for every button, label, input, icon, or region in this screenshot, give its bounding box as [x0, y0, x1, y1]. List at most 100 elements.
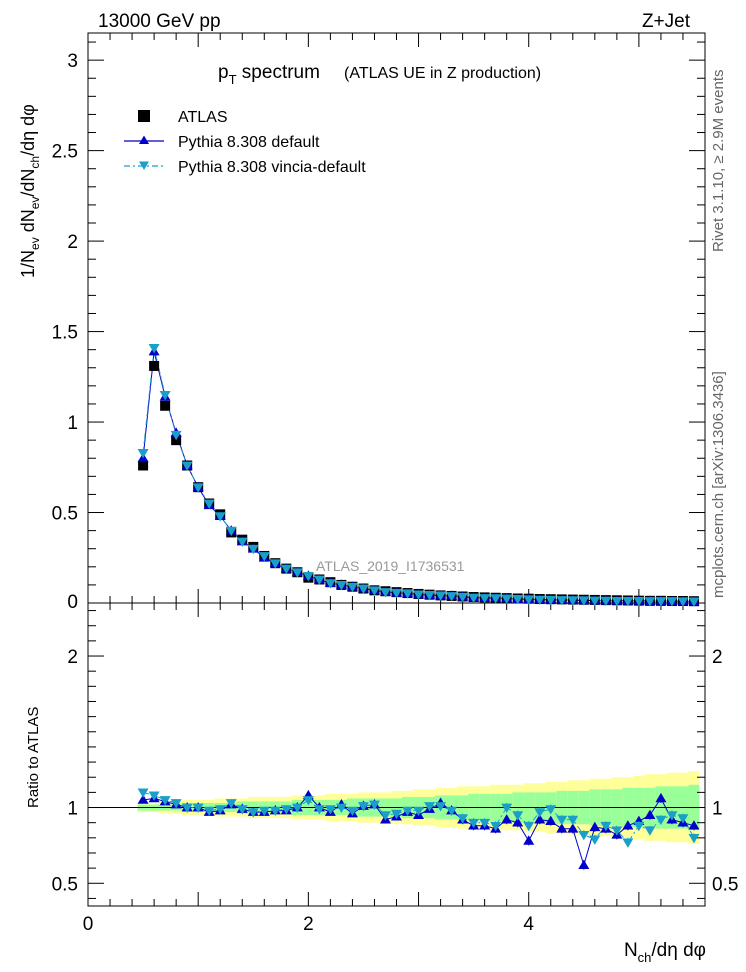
x-tick-label-2: 2: [303, 914, 314, 935]
ratio-default-point-33: [501, 814, 513, 824]
y-tick-label-main-1.5: 1.5: [52, 323, 78, 344]
ylabel-part-1: 1/N: [18, 250, 38, 278]
ratio-vincia-point-43: [611, 826, 623, 836]
title-rest: spectrum: [237, 62, 320, 83]
vincia-point-13: [280, 564, 292, 575]
ratio-vincia-point-27: [435, 802, 447, 812]
vincia-point-10: [247, 544, 259, 555]
y-tick-label-main-0: 0: [67, 592, 78, 613]
vincia-point-31: [479, 594, 491, 604]
vincia-point-49: [677, 597, 689, 607]
ratio-vincia-point-37: [545, 805, 557, 815]
legend-label-default: Pythia 8.308 default: [178, 134, 320, 151]
vincia-point-38: [556, 596, 568, 606]
ratio-vincia-point-46: [644, 826, 656, 836]
vincia-point-44: [622, 596, 634, 607]
vincia-point-0: [137, 448, 149, 459]
vincia-point-12: [269, 559, 281, 569]
ratio-vincia-point-50: [688, 833, 700, 844]
vincia-point-21: [368, 586, 380, 596]
ratio-vincia-point-39: [567, 815, 579, 826]
ratio-vincia-point-25: [413, 806, 425, 817]
mcplots-label: mcplots.cern.ch [arXiv:1306.3436]: [710, 371, 727, 598]
ratio-vincia-point-35: [523, 821, 535, 832]
vincia-point-27: [435, 591, 447, 601]
ratio-default-point-40: [578, 859, 590, 869]
ratio-vincia-point-48: [666, 811, 678, 821]
vincia-point-19: [346, 582, 358, 593]
ylabel-sub-ch: ch: [28, 156, 42, 169]
vincia-point-4: [181, 461, 193, 471]
atlas-point-0: [138, 460, 149, 471]
vincia-point-37: [545, 595, 557, 606]
ratio-default-point-50: [688, 820, 700, 830]
y-tick-label-main-2: 2: [67, 232, 78, 253]
vincia-point-28: [446, 592, 458, 602]
vincia-point-48: [666, 597, 678, 607]
ratio-vincia-point-28: [446, 806, 458, 817]
vincia-point-23: [391, 588, 402, 599]
analysis-watermark: ATLAS_2019_I1736531: [316, 558, 465, 574]
ratio-vincia-point-9: [236, 805, 248, 815]
vincia-point-40: [578, 596, 590, 606]
vincia-point-30: [468, 593, 480, 604]
ratio-vincia-point-33: [501, 803, 513, 814]
ratio-default-point-46: [644, 809, 656, 819]
vincia-point-50: [688, 597, 700, 607]
title-sub: T: [229, 72, 237, 87]
x-tick-label-0: 0: [83, 914, 94, 935]
ratio-default-point-37: [545, 815, 557, 826]
ratio-vincia-point-16: [313, 805, 325, 815]
ratio-vincia-point-2: [159, 796, 171, 806]
ratio-vincia-point-45: [633, 821, 645, 832]
ratio-vincia-point-49: [677, 814, 689, 824]
rivet-label: Rivet 3.1.10, ≥ 2.9M events: [710, 70, 727, 253]
vincia-point-20: [357, 584, 369, 595]
ratio-vincia-point-14: [291, 803, 303, 814]
vincia-point-47: [655, 597, 667, 607]
chart-subtitle: (ATLAS UE in Z production): [344, 65, 541, 82]
ratio-vincia-point-6: [203, 806, 215, 817]
vincia-point-1: [148, 344, 160, 354]
ratio-vincia-point-15: [302, 796, 314, 806]
y-tick-label-ratio-right-0.5: 0.5: [712, 874, 738, 895]
y-tick-label-main-2.5: 2.5: [52, 142, 78, 163]
vincia-point-8: [225, 526, 237, 537]
ratio-vincia-point-38: [556, 815, 568, 826]
ratio-vincia-point-23: [391, 809, 402, 820]
y-tick-label-ratio-2: 2: [67, 647, 78, 668]
ratio-vincia-point-24: [402, 806, 414, 817]
ratio-vincia-point-29: [457, 814, 469, 824]
vincia-point-26: [424, 591, 436, 601]
ratio-vincia-point-7: [214, 805, 226, 815]
ratio-vincia-point-17: [324, 805, 336, 815]
ratio-vincia-point-3: [170, 799, 182, 809]
vincia-point-6: [203, 499, 215, 509]
ylabel-part-4: /dη dφ: [18, 104, 38, 156]
ratio-vincia-point-40: [578, 830, 590, 841]
vincia-point-34: [512, 594, 524, 605]
ratio-vincia-point-30: [468, 818, 480, 829]
vincia-point-3: [170, 430, 182, 441]
atlas-point-1: [149, 360, 160, 371]
y-tick-label-main-0.5: 0.5: [52, 504, 78, 525]
ratio-vincia-point-32: [490, 821, 502, 832]
ratio-vincia-point-18: [335, 803, 347, 814]
y-tick-label-ratio-0.5: 0.5: [52, 874, 78, 895]
vincia-point-22: [379, 588, 391, 598]
xlabel-rest: /dη dφ: [651, 940, 706, 961]
vincia-point-29: [457, 592, 469, 603]
ratio-vincia-point-4: [181, 803, 193, 814]
ratio-default-point-39: [567, 823, 579, 833]
ratio-vincia-point-8: [225, 799, 237, 809]
data-series: [137, 344, 700, 870]
ratio-vincia-point-12: [269, 806, 281, 817]
ratio-vincia-point-36: [534, 808, 546, 818]
y-tick-label-ratio-right-1: 1: [712, 799, 723, 820]
y-tick-label-main-3: 3: [67, 51, 78, 72]
ratio-default-point-44: [622, 820, 634, 830]
x-axis-label: Nch/dη dφ: [624, 940, 706, 965]
xlabel-n: N: [624, 940, 638, 961]
ratio-vincia-point-11: [258, 806, 270, 817]
